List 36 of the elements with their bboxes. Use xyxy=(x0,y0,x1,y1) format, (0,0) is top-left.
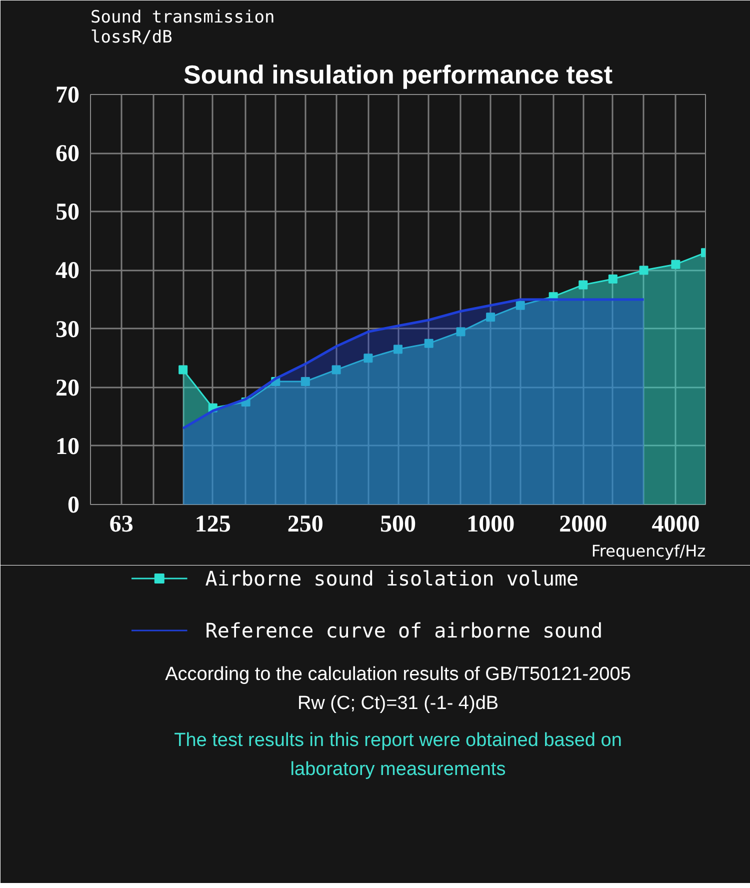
point xyxy=(671,260,680,269)
y-tick-label: 40 xyxy=(56,258,80,284)
point xyxy=(639,266,648,275)
y-tick-label: 0 xyxy=(68,492,80,518)
point xyxy=(578,280,588,290)
y-tick-label: 70 xyxy=(56,82,80,108)
x-axis-title: Frequencyf/Hz xyxy=(591,542,706,560)
text: According to the calculation results of GB/T50121-2005 xyxy=(165,664,631,685)
y-tick-label: 30 xyxy=(56,316,80,343)
point xyxy=(486,312,496,322)
legend-label: Airborne sound isolation volume xyxy=(205,566,579,590)
point xyxy=(424,338,434,348)
chart-title: Sound insulation performance test xyxy=(183,60,613,90)
x-tick-label: 4000 xyxy=(652,512,700,538)
y-tick-label: 60 xyxy=(56,141,80,168)
point xyxy=(178,365,188,374)
x-tick-label: 250 xyxy=(287,512,324,538)
point xyxy=(394,344,402,354)
point xyxy=(364,354,373,363)
point xyxy=(332,365,341,374)
legend-label: Reference curve of airborne sound xyxy=(205,618,603,642)
point xyxy=(516,300,525,310)
x-tick-label: 63 xyxy=(109,512,134,538)
y-tick-label: 20 xyxy=(56,375,80,402)
point xyxy=(456,327,466,336)
y-axis-title: Sound transmission lossR/dB xyxy=(90,8,275,48)
y-tick-label: 10 xyxy=(56,434,80,460)
point xyxy=(300,377,310,386)
x-tick-label: 2000 xyxy=(559,512,608,538)
text: The test results in this report were obtained based on laboratory measurements xyxy=(174,730,622,780)
text: Rw (C; Ct)=31 (-1- 4)dB xyxy=(297,693,499,714)
x-tick-label: 1000 xyxy=(466,512,515,538)
point xyxy=(608,274,618,284)
x-tick-label: 125 xyxy=(194,512,231,538)
y-tick-label: 50 xyxy=(56,200,80,226)
x-tick-label: 500 xyxy=(380,512,416,538)
